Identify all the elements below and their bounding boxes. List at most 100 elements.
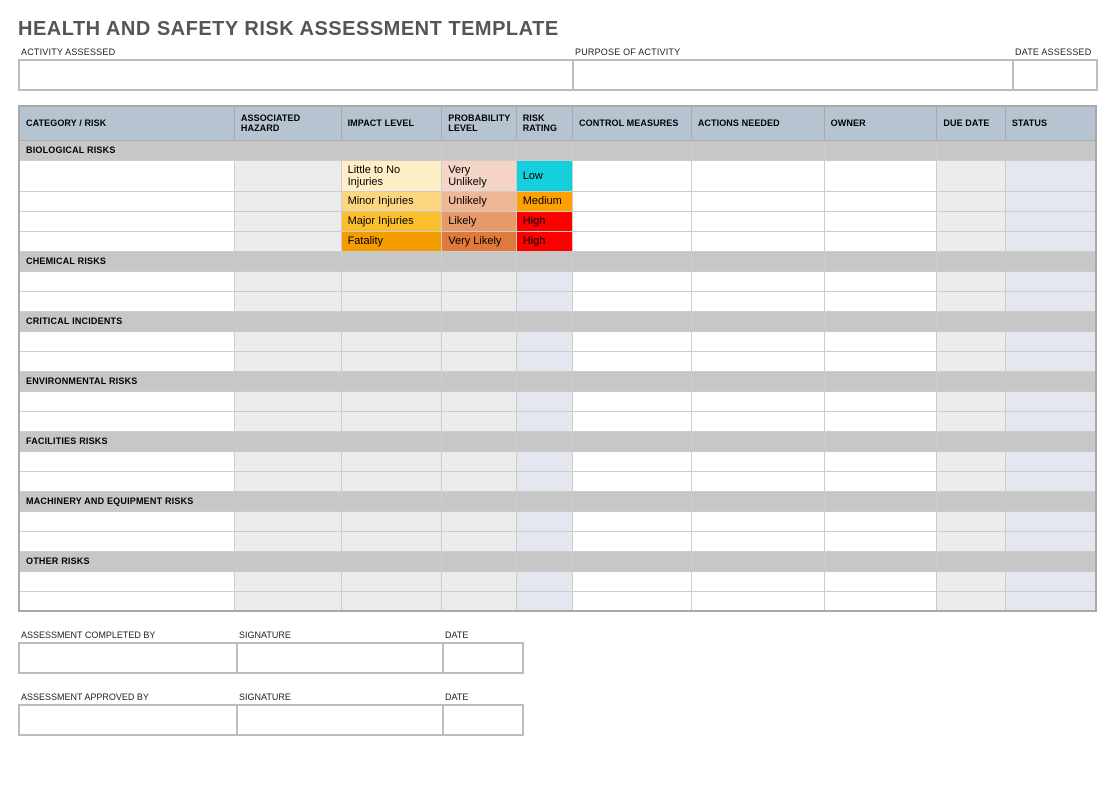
cell-actions[interactable]: [691, 271, 824, 291]
cell-due[interactable]: [937, 411, 1005, 431]
cell-impact[interactable]: [341, 271, 442, 291]
meta-activity-input[interactable]: [19, 60, 573, 90]
cell-owner[interactable]: [824, 511, 937, 531]
cell-hazard[interactable]: [234, 411, 341, 431]
cell-controls[interactable]: [573, 271, 692, 291]
cell-prob[interactable]: [442, 471, 516, 491]
cell-prob[interactable]: [442, 351, 516, 371]
cell-owner[interactable]: [824, 160, 937, 191]
cell-due[interactable]: [937, 351, 1005, 371]
cell-hazard[interactable]: [234, 471, 341, 491]
cell-controls[interactable]: [573, 571, 692, 591]
cell-status[interactable]: [1005, 531, 1096, 551]
cell-hazard[interactable]: [234, 571, 341, 591]
cell-hazard[interactable]: [234, 511, 341, 531]
cell-actions[interactable]: [691, 351, 824, 371]
cell-status[interactable]: [1005, 191, 1096, 211]
cell-category[interactable]: [19, 211, 234, 231]
cell-impact[interactable]: Fatality: [341, 231, 442, 251]
cell-actions[interactable]: [691, 531, 824, 551]
cell-category[interactable]: [19, 411, 234, 431]
cell-category[interactable]: [19, 391, 234, 411]
cell-prob[interactable]: Very Likely: [442, 231, 516, 251]
cell-due[interactable]: [937, 591, 1005, 611]
cell-rating[interactable]: [516, 511, 572, 531]
cell-controls[interactable]: [573, 531, 692, 551]
cell-status[interactable]: [1005, 160, 1096, 191]
cell-due[interactable]: [937, 471, 1005, 491]
cell-category[interactable]: [19, 191, 234, 211]
cell-status[interactable]: [1005, 211, 1096, 231]
cell-status[interactable]: [1005, 231, 1096, 251]
cell-controls[interactable]: [573, 160, 692, 191]
completed-by-input[interactable]: [19, 643, 237, 673]
cell-owner[interactable]: [824, 591, 937, 611]
cell-prob[interactable]: [442, 531, 516, 551]
cell-prob[interactable]: [442, 451, 516, 471]
cell-actions[interactable]: [691, 231, 824, 251]
cell-impact[interactable]: [341, 291, 442, 311]
cell-due[interactable]: [937, 191, 1005, 211]
cell-category[interactable]: [19, 291, 234, 311]
cell-prob[interactable]: Unlikely: [442, 191, 516, 211]
cell-actions[interactable]: [691, 391, 824, 411]
cell-rating[interactable]: [516, 331, 572, 351]
cell-controls[interactable]: [573, 331, 692, 351]
cell-prob[interactable]: [442, 511, 516, 531]
cell-rating[interactable]: [516, 411, 572, 431]
cell-prob[interactable]: [442, 291, 516, 311]
cell-impact[interactable]: [341, 471, 442, 491]
cell-prob[interactable]: Very Unlikely: [442, 160, 516, 191]
cell-controls[interactable]: [573, 231, 692, 251]
cell-due[interactable]: [937, 160, 1005, 191]
cell-hazard[interactable]: [234, 451, 341, 471]
cell-hazard[interactable]: [234, 191, 341, 211]
cell-status[interactable]: [1005, 291, 1096, 311]
meta-date-input[interactable]: [1013, 60, 1097, 90]
cell-prob[interactable]: [442, 271, 516, 291]
cell-rating[interactable]: [516, 291, 572, 311]
cell-status[interactable]: [1005, 411, 1096, 431]
cell-rating[interactable]: High: [516, 231, 572, 251]
cell-prob[interactable]: [442, 591, 516, 611]
cell-category[interactable]: [19, 160, 234, 191]
approved-date-input[interactable]: [443, 705, 523, 735]
cell-controls[interactable]: [573, 591, 692, 611]
cell-hazard[interactable]: [234, 591, 341, 611]
cell-due[interactable]: [937, 571, 1005, 591]
cell-actions[interactable]: [691, 451, 824, 471]
cell-hazard[interactable]: [234, 160, 341, 191]
approved-sig-input[interactable]: [237, 705, 443, 735]
cell-category[interactable]: [19, 331, 234, 351]
cell-status[interactable]: [1005, 331, 1096, 351]
cell-hazard[interactable]: [234, 391, 341, 411]
cell-category[interactable]: [19, 451, 234, 471]
cell-status[interactable]: [1005, 591, 1096, 611]
cell-rating[interactable]: [516, 391, 572, 411]
cell-rating[interactable]: [516, 571, 572, 591]
cell-controls[interactable]: [573, 291, 692, 311]
cell-actions[interactable]: [691, 571, 824, 591]
cell-owner[interactable]: [824, 571, 937, 591]
cell-owner[interactable]: [824, 231, 937, 251]
cell-category[interactable]: [19, 271, 234, 291]
cell-prob[interactable]: [442, 571, 516, 591]
cell-hazard[interactable]: [234, 271, 341, 291]
cell-hazard[interactable]: [234, 291, 341, 311]
cell-impact[interactable]: [341, 451, 442, 471]
cell-owner[interactable]: [824, 291, 937, 311]
cell-category[interactable]: [19, 511, 234, 531]
cell-impact[interactable]: [341, 391, 442, 411]
cell-rating[interactable]: [516, 471, 572, 491]
cell-actions[interactable]: [691, 160, 824, 191]
cell-impact[interactable]: [341, 571, 442, 591]
cell-owner[interactable]: [824, 351, 937, 371]
cell-owner[interactable]: [824, 471, 937, 491]
cell-due[interactable]: [937, 451, 1005, 471]
cell-actions[interactable]: [691, 471, 824, 491]
cell-status[interactable]: [1005, 471, 1096, 491]
cell-category[interactable]: [19, 231, 234, 251]
cell-impact[interactable]: [341, 511, 442, 531]
completed-date-input[interactable]: [443, 643, 523, 673]
cell-controls[interactable]: [573, 411, 692, 431]
